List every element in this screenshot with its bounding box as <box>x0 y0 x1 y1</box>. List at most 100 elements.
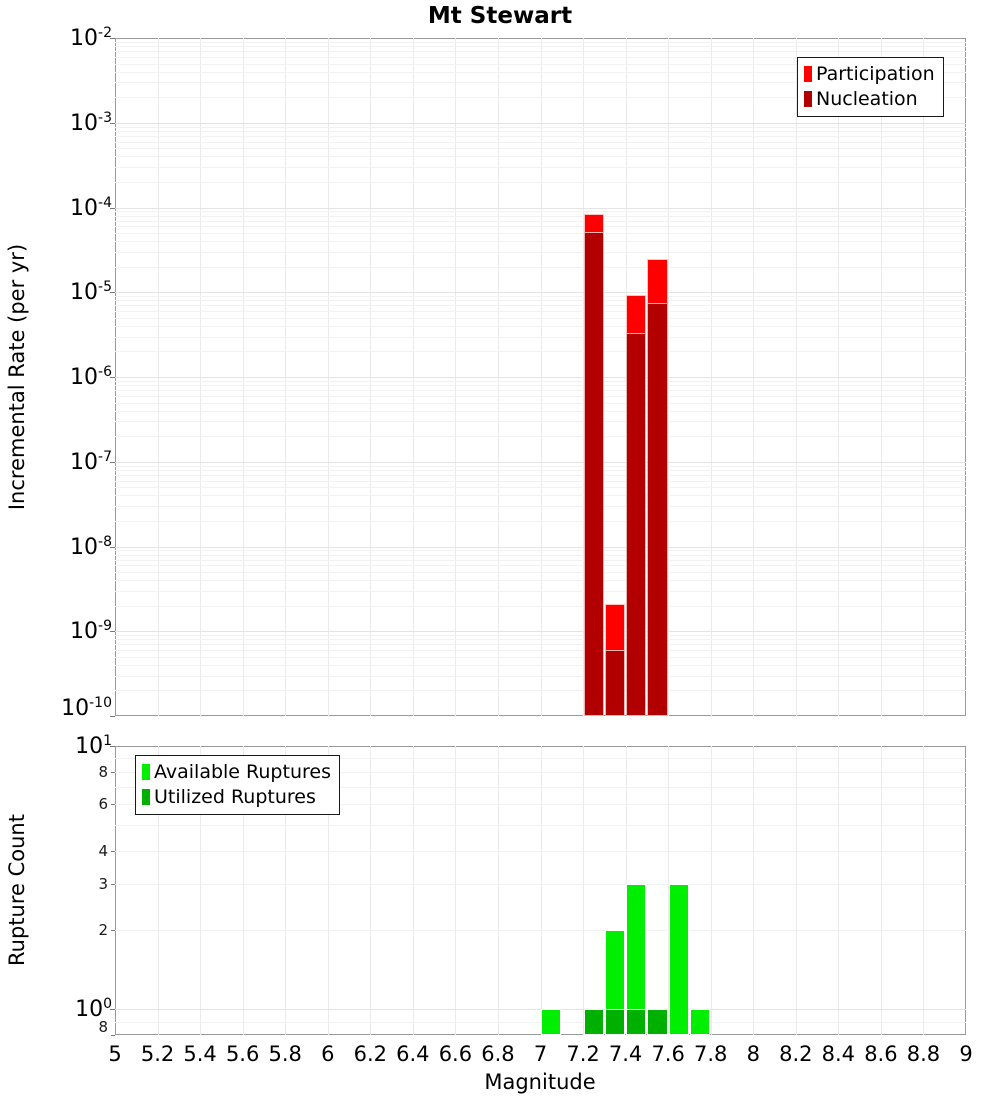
x-tick-label: 5.2 <box>140 1042 175 1066</box>
rate-y-tickmark <box>110 461 115 463</box>
x-tick-label: 5.6 <box>225 1042 260 1066</box>
gridline <box>157 746 159 1035</box>
bar-available-ruptures <box>668 883 689 1035</box>
gridline <box>115 233 966 234</box>
gridline <box>115 380 966 382</box>
gridline <box>880 746 882 1035</box>
bar-utilized-ruptures <box>604 1009 626 1035</box>
gridline <box>115 572 966 573</box>
rate-y-tick-label: 10-5 <box>70 279 112 306</box>
gridline <box>115 410 966 412</box>
gridline <box>115 402 966 404</box>
x-tick-label: 7.6 <box>651 1042 685 1066</box>
gridline <box>115 758 966 760</box>
gridline <box>115 122 966 124</box>
x-tick-label: 6.6 <box>438 1042 473 1066</box>
gridline <box>115 305 966 307</box>
rate-y-tick-label: 10-6 <box>70 363 112 391</box>
gridline <box>115 675 966 677</box>
gridline <box>115 385 966 387</box>
gridline <box>115 495 966 497</box>
count-y-tickmark <box>110 746 115 747</box>
gridline <box>115 71 966 73</box>
count-y-minor-tick-label: 4 <box>98 841 108 860</box>
rate-y-tickmark <box>110 631 115 633</box>
bar-utilized-ruptures <box>583 1009 604 1035</box>
count-y-minor-tick-label: 2 <box>98 921 108 940</box>
gridline <box>115 377 966 378</box>
x-tick-label: 7.8 <box>693 1042 728 1066</box>
x-tick-label: 9 <box>959 1042 973 1066</box>
gridline <box>115 635 966 637</box>
gridline <box>115 1009 966 1011</box>
x-tick-label: 5 <box>108 1042 122 1066</box>
gridline <box>115 215 966 217</box>
count-y-tickmark <box>111 883 115 885</box>
rate-y-axis-title: Incremental Rate (per yr) <box>5 243 29 511</box>
gridline <box>923 746 925 1035</box>
gridline <box>115 325 966 327</box>
gridline <box>583 746 585 1035</box>
gridline <box>115 825 966 827</box>
gridline <box>115 850 966 852</box>
x-tick-label: 6.2 <box>353 1042 387 1066</box>
count-y-tick-label: 100 <box>75 996 112 1023</box>
gridline <box>115 207 966 209</box>
legend-label-available: Available Ruptures <box>154 761 331 783</box>
gridline <box>115 474 966 476</box>
gridline <box>115 351 966 353</box>
count-y-tick-label: 101 <box>75 732 112 760</box>
gridline <box>115 181 966 183</box>
gridline <box>115 292 966 294</box>
x-tick-label: 6.4 <box>396 1042 430 1066</box>
gridline <box>115 241 966 243</box>
gridline <box>115 1021 966 1023</box>
count-y-tickmark <box>111 804 115 806</box>
gridline <box>115 465 966 467</box>
bar-available-ruptures <box>541 1009 562 1035</box>
rate-y-tick-label: 10-7 <box>70 448 112 475</box>
gridline <box>115 644 966 646</box>
bar-nucleation <box>583 231 604 716</box>
rate-y-tickmark <box>110 122 115 124</box>
bar-nucleation <box>626 333 647 716</box>
legend-item-utilized: Utilized Ruptures <box>142 786 331 808</box>
rate-y-tick-label: 10-3 <box>70 109 112 136</box>
gridline <box>115 167 966 169</box>
count-legend: Available Ruptures Utilized Ruptures <box>135 755 340 815</box>
gridline <box>115 220 966 222</box>
gridline <box>115 550 966 552</box>
gridline <box>242 746 244 1035</box>
x-tick-label: 6 <box>321 1042 335 1066</box>
gridline <box>115 520 966 522</box>
gridline <box>115 266 966 268</box>
gridline <box>200 746 202 1035</box>
rate-y-tickmark <box>110 546 115 548</box>
legend-item-available: Available Ruptures <box>142 761 331 783</box>
gridline <box>285 746 287 1035</box>
count-y-tickmark <box>111 850 115 852</box>
bar-available-ruptures <box>689 1009 711 1035</box>
gridline <box>115 559 966 561</box>
nucleation-swatch-icon <box>804 91 812 107</box>
gridline <box>115 546 966 548</box>
gridline <box>115 56 966 58</box>
gridline <box>115 135 966 137</box>
gridline <box>115 390 966 392</box>
gridline <box>115 656 966 658</box>
x-tick-label: 6.8 <box>481 1042 515 1066</box>
gridline <box>115 580 966 582</box>
count-y-axis-title: Rupture Count <box>5 814 29 966</box>
gridline <box>115 631 966 633</box>
count-y-tickmark <box>110 1009 115 1011</box>
gridline <box>115 148 966 150</box>
gridline <box>115 469 966 471</box>
x-tick-label: 5.8 <box>268 1042 302 1066</box>
rate-legend: Participation Nucleation <box>797 57 944 117</box>
gridline <box>115 41 966 43</box>
gridline <box>115 311 966 313</box>
x-tick-label: 8.4 <box>821 1042 856 1066</box>
bar-nucleation <box>647 302 668 716</box>
gridline <box>115 690 966 692</box>
rate-y-tick-label: 10-4 <box>70 194 112 221</box>
